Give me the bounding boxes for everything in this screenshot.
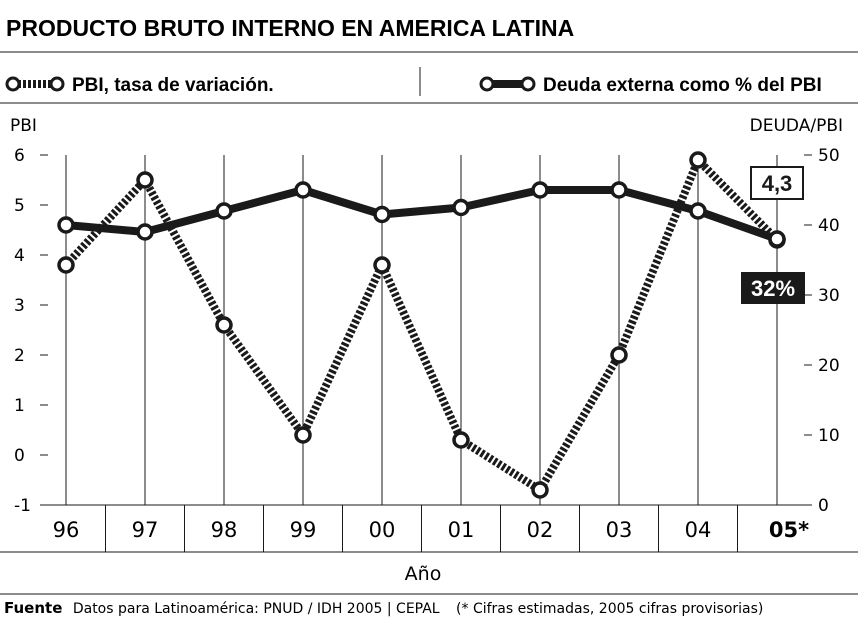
y-left-tick-label: 4: [14, 246, 25, 266]
y-right-tick-label: 0: [818, 496, 829, 516]
y-right-tick-label: 10: [818, 426, 840, 446]
x-tick-label: 97: [132, 518, 159, 542]
point-pbi-03: [610, 346, 628, 364]
y-left-tick-label: 0: [14, 446, 25, 466]
y-left-tick-label: 5: [14, 196, 25, 216]
point-deuda-98: [215, 202, 233, 220]
x-tick-label: 02: [527, 518, 554, 542]
y-left-tick-label: 1: [14, 396, 25, 416]
point-pbi-98: [215, 316, 233, 334]
y-right-tick-label: 30: [818, 286, 840, 306]
point-deuda-05*: [768, 230, 786, 248]
source-note: (* Cifras estimadas, 2005 cifras proviso…: [456, 601, 763, 617]
y-left-tick-label: 6: [14, 146, 25, 166]
point-deuda-99: [294, 181, 312, 199]
point-pbi-96: [57, 256, 75, 274]
source-label: Fuente: [4, 599, 62, 617]
x-tick-label: 01: [448, 518, 475, 542]
y-left-tick-label: 2: [14, 346, 25, 366]
legend-deuda-swatch: [479, 76, 536, 92]
y-right-tick-label: 50: [818, 146, 840, 166]
x-tick-label: 98: [211, 518, 238, 542]
x-tick-label: 04: [685, 518, 712, 542]
point-pbi-00: [373, 256, 391, 274]
point-pbi-04: [689, 151, 707, 169]
callout-pbi-label: 4,3: [762, 171, 793, 196]
x-tick-label: 96: [53, 518, 80, 542]
x-tick-label: 05*: [769, 518, 809, 542]
axes: [0, 154, 858, 553]
point-deuda-01: [452, 198, 470, 217]
x-tick-label: 00: [369, 518, 396, 542]
y-left-tick-label: 3: [14, 296, 25, 316]
legend-pbi-swatch: [5, 76, 65, 92]
point-pbi-02: [531, 481, 549, 499]
point-deuda-97: [136, 223, 154, 241]
point-deuda-02: [531, 181, 549, 199]
point-pbi-99: [294, 426, 312, 444]
series: [57, 151, 786, 499]
y-right-tick-label: 20: [818, 356, 840, 376]
y-left-title: PBI: [10, 116, 37, 136]
callout-deuda-label: 32%: [751, 276, 795, 301]
point-deuda-03: [610, 181, 628, 199]
source-text: Datos para Latinoamérica: PNUD / IDH 200…: [73, 601, 440, 617]
y-left-tick-label: -1: [14, 496, 31, 516]
point-deuda-04: [689, 202, 707, 220]
chart-title: PRODUCTO BRUTO INTERNO EN AMERICA LATINA: [6, 15, 574, 41]
series-deuda: [57, 181, 786, 248]
point-deuda-96: [57, 216, 75, 234]
y-right-title: DEUDA/PBI: [750, 116, 843, 136]
point-deuda-00: [373, 205, 391, 224]
legend-pbi-label: PBI, tasa de variación.: [72, 75, 274, 96]
x-tick-label: 99: [290, 518, 317, 542]
series-line-pbi: [63, 156, 780, 494]
legend: PBI, tasa de variación. Deuda externa co…: [5, 67, 822, 96]
callout-pbi-box: [750, 166, 804, 200]
series-line-deuda: [65, 186, 779, 243]
x-tick-label: 03: [606, 518, 633, 542]
source-line: Fuente Datos para Latinoamérica: PNUD / …: [4, 599, 763, 617]
x-axis-title: Año: [405, 563, 442, 585]
callout-deuda-box: [741, 272, 805, 304]
point-pbi-01: [452, 431, 470, 449]
y-right-tick-label: 40: [818, 216, 840, 236]
point-pbi-97: [136, 171, 154, 189]
annotations: 4,3 32%: [741, 166, 805, 304]
legend-deuda-label: Deuda externa como % del PBI: [543, 75, 822, 96]
